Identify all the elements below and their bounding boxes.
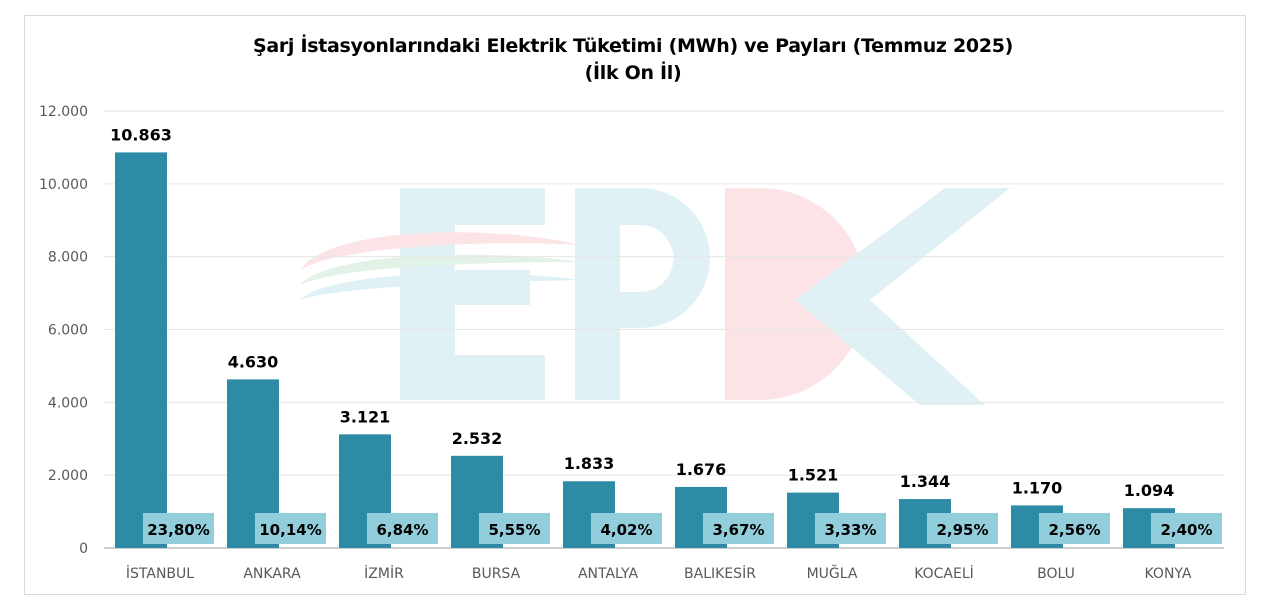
watermark-shape bbox=[300, 254, 580, 285]
category-label: KOCAELİ bbox=[914, 564, 974, 582]
share-box bbox=[1151, 513, 1222, 544]
share-label: 3,67% bbox=[712, 521, 764, 539]
category-label: İZMİR bbox=[364, 564, 404, 582]
value-label: 1.833 bbox=[564, 454, 615, 473]
share-box bbox=[591, 513, 662, 544]
watermark-shape bbox=[300, 232, 580, 270]
share-label: 3,33% bbox=[824, 521, 876, 539]
watermark-shape bbox=[575, 188, 710, 400]
value-label: 1.170 bbox=[1012, 478, 1063, 497]
share-label: 2,40% bbox=[1160, 521, 1212, 539]
chart-frame bbox=[24, 15, 1246, 595]
value-label: 1.521 bbox=[788, 466, 839, 485]
category-label: BALIKESİR bbox=[684, 564, 756, 582]
share-label: 6,84% bbox=[376, 521, 428, 539]
watermark-shape bbox=[795, 188, 1010, 405]
category-label: KONYA bbox=[1145, 566, 1192, 582]
share-box bbox=[1039, 513, 1110, 544]
value-label: 4.630 bbox=[228, 352, 279, 371]
y-tick-label: 10.000 bbox=[39, 177, 88, 193]
category-label: İSTANBUL bbox=[126, 564, 194, 582]
value-label: 2.532 bbox=[452, 429, 503, 448]
share-box bbox=[703, 513, 774, 544]
chart-title: Şarj İstasyonlarındaki Elektrik Tüketimi… bbox=[0, 33, 1266, 87]
share-label: 5,55% bbox=[488, 521, 540, 539]
category-label: MUĞLA bbox=[807, 564, 858, 582]
y-tick-label: 4.000 bbox=[48, 395, 88, 411]
value-label: 3.121 bbox=[340, 407, 391, 426]
y-tick-label: 0 bbox=[79, 541, 88, 557]
value-label: 1.094 bbox=[1124, 481, 1175, 500]
value-label: 1.676 bbox=[676, 460, 727, 479]
share-label: 2,56% bbox=[1048, 521, 1100, 539]
y-tick-label: 8.000 bbox=[48, 250, 88, 266]
share-label: 23,80% bbox=[147, 521, 209, 539]
watermark-shape bbox=[300, 273, 580, 300]
y-tick-label: 2.000 bbox=[48, 468, 88, 484]
share-box bbox=[927, 513, 998, 544]
bar bbox=[115, 152, 167, 548]
value-label: 1.344 bbox=[900, 472, 951, 491]
category-label: ANTALYA bbox=[578, 566, 638, 582]
watermark-shape bbox=[725, 188, 866, 400]
chart-subtitle: (İlk On İl) bbox=[584, 62, 682, 84]
watermark-shape bbox=[400, 188, 545, 400]
share-box bbox=[255, 513, 326, 544]
value-label: 10.863 bbox=[110, 125, 172, 144]
share-label: 10,14% bbox=[259, 521, 321, 539]
category-label: ANKARA bbox=[243, 566, 301, 582]
share-box bbox=[479, 513, 550, 544]
category-label: BOLU bbox=[1037, 566, 1075, 582]
chart-title-main: Şarj İstasyonlarındaki Elektrik Tüketimi… bbox=[252, 35, 1014, 57]
y-tick-label: 12.000 bbox=[39, 104, 88, 120]
share-label: 2,95% bbox=[936, 521, 988, 539]
share-box bbox=[143, 513, 214, 544]
share-box bbox=[367, 513, 438, 544]
share-label: 4,02% bbox=[600, 521, 652, 539]
category-label: BURSA bbox=[472, 566, 521, 582]
share-box bbox=[815, 513, 886, 544]
y-tick-label: 6.000 bbox=[48, 323, 88, 339]
epdk-watermark bbox=[300, 188, 1010, 405]
